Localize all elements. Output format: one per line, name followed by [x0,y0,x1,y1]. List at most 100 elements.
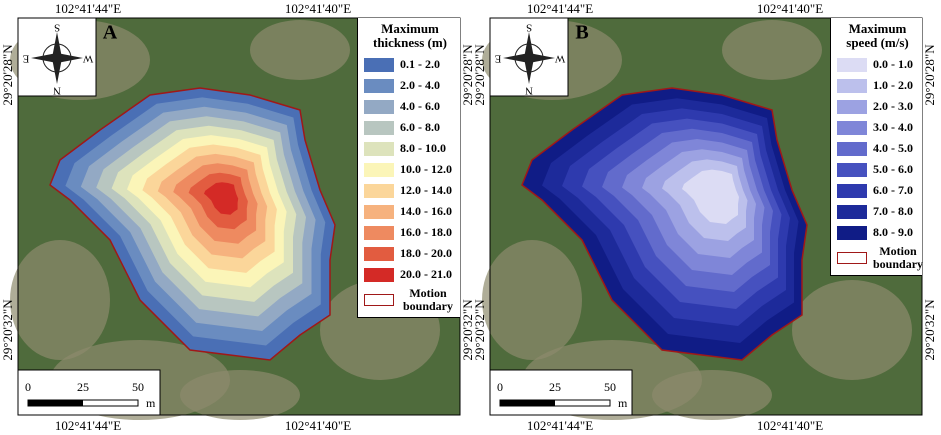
latitude-label: 29°20'32"N [0,299,15,361]
latitude-label: 29°20'32"N [460,299,475,361]
compass-letter: S [54,21,60,33]
legend-label: 8.0 - 10.0 [400,141,446,155]
legend-label: 20.0 - 21.0 [400,267,452,281]
scale-bar [500,400,555,406]
legend-item: 20.0 - 21.0 [364,264,456,285]
legend-label: 14.0 - 16.0 [400,204,452,218]
legend-label: 4.0 - 5.0 [873,141,913,155]
legend-swatch [837,204,867,219]
legend-item: 2.0 - 3.0 [837,96,918,117]
legend-swatch [364,204,394,219]
legend-label: 2.0 - 4.0 [400,78,440,92]
terrain [722,20,822,80]
scale-label: 25 [77,380,89,394]
legend-item: 5.0 - 6.0 [837,159,918,180]
legend-swatch [837,162,867,177]
legend-item: 18.0 - 20.0 [364,243,456,264]
legend-item: 10.0 - 12.0 [364,159,456,180]
longitude-label: 102°41'40"E [757,1,823,16]
longitude-label: 102°41'44"E [527,418,593,433]
legend-swatch [364,162,394,177]
legend-item: 4.0 - 6.0 [364,96,456,117]
longitude-label: 102°41'44"E [55,1,121,16]
longitude-label: 102°41'40"E [285,1,351,16]
legend-label: 18.0 - 20.0 [400,246,452,260]
legend-swatch [364,120,394,135]
panel-label: A [103,22,118,44]
legend-swatch [837,99,867,114]
compass-letter: E [494,52,501,64]
legend: Maximum speed (m/s) 0.0 - 1.0 1.0 - 2.0 2.0… [830,18,924,276]
legend-title: Maximum speed (m/s) [846,21,909,50]
legend-swatch [837,78,867,93]
latitude-label: 29°20'28"N [922,44,937,106]
legend-label: 0.1 - 2.0 [400,57,440,71]
longitude-label: 102°41'44"E [55,418,121,433]
legend-label: 16.0 - 18.0 [400,225,452,239]
legend-label: Motion boundary [402,286,454,313]
legend-item: 2.0 - 4.0 [364,75,456,96]
legend-item: 12.0 - 14.0 [364,180,456,201]
terrain [652,370,772,420]
latitude-label: 29°20'28"N [0,44,15,106]
legend-label: 6.0 - 8.0 [400,120,440,134]
legend-label: 1.0 - 2.0 [873,78,913,92]
scale-label: 0 [497,380,503,394]
compass-rose [503,53,555,63]
legend-item: 0.1 - 2.0 [364,54,456,75]
longitude-label: 102°41'44"E [527,1,593,16]
compass-letter: W [554,52,565,64]
latitude-label: 29°20'32"N [922,299,937,361]
legend-item: 4.0 - 5.0 [837,138,918,159]
legend-swatch [364,78,394,93]
legend-title: Maximum thickness (m) [372,21,448,50]
contour [204,182,239,215]
legend-swatch [364,294,394,306]
latitude-label: 29°20'28"N [460,44,475,106]
legend-item: 1.0 - 2.0 [837,75,918,96]
legend-swatch [837,252,867,264]
legend-label: 0.0 - 1.0 [873,57,913,71]
scale-label: 50 [132,380,144,394]
panel-label: B [575,22,588,44]
legend-label: 12.0 - 14.0 [400,183,452,197]
terrain [250,20,350,80]
compass-letter: W [82,52,93,64]
legend-swatch [837,57,867,72]
legend-item: 14.0 - 16.0 [364,201,456,222]
legend-label: 3.0 - 4.0 [873,120,913,134]
legend-label: Motion boundary [873,244,924,271]
longitude-label: 102°41'40"E [757,418,823,433]
legend-label: 4.0 - 6.0 [400,99,440,113]
scale-bar [28,400,83,406]
legend-item: 0.0 - 1.0 [837,54,918,75]
scale-label: 0 [25,380,31,394]
terrain [180,370,300,420]
motion-boundary [49,87,336,361]
scale-label: 25 [549,380,561,394]
compass-ring [514,43,544,73]
legend-item: 6.0 - 7.0 [837,180,918,201]
legend-swatch [364,246,394,261]
motion-boundary [521,87,808,361]
legend-swatch [837,120,867,135]
legend-item: 6.0 - 8.0 [364,117,456,138]
terrain [792,280,912,380]
latitude-label: 29°20'32"N [472,299,487,361]
legend-swatch [837,225,867,240]
scale-unit: m [618,396,628,410]
longitude-label: 102°41'40"E [285,418,351,433]
latitude-label: 29°20'28"N [472,44,487,106]
legend-label: 6.0 - 7.0 [873,183,913,197]
scale-unit: m [146,396,156,410]
scale-box [489,369,633,416]
compass-ring [42,43,72,73]
legend-label: 2.0 - 3.0 [873,99,913,113]
legend-swatch [837,183,867,198]
legend-item: 8.0 - 10.0 [364,138,456,159]
legend-swatch [364,225,394,240]
legend-label: 10.0 - 12.0 [400,162,452,176]
legend-swatch [364,141,394,156]
